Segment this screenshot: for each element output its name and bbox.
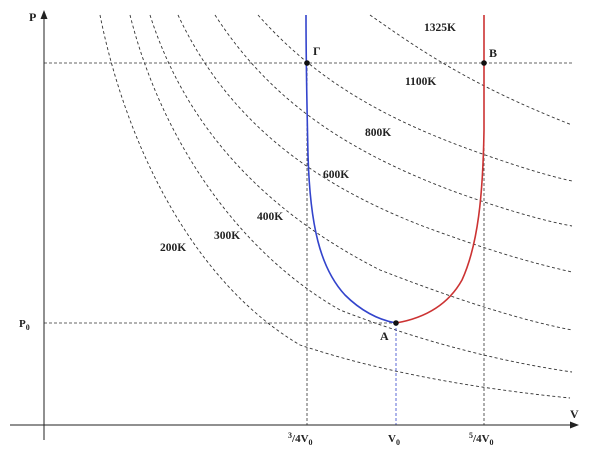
process-curve-blue (305, 14, 397, 324)
tick-label-v0: V0 (388, 433, 400, 447)
isotherm-curves (99, 14, 573, 399)
isotherm-label-1100k: 1100K (405, 76, 436, 88)
y-axis-arrow (40, 10, 48, 19)
tick-label-p0: P0 (19, 318, 30, 332)
isotherm-300k-curve (129, 14, 573, 373)
point-a-dot (393, 320, 399, 326)
isotherm-label-600k: 600K (323, 169, 349, 181)
isotherm-label-300k: 300K (214, 230, 240, 242)
x-axis-label: V (570, 407, 579, 421)
isotherm-label-400k: 400K (257, 211, 283, 223)
axes (10, 10, 579, 440)
isotherm-1325k-curve (369, 14, 573, 126)
isotherm-label-1325k: 1325K (424, 22, 456, 34)
isotherm-800k-curve (214, 14, 573, 227)
isotherm-400k-curve (149, 14, 573, 331)
point-b-label: B (489, 46, 497, 60)
point-a-label: A (380, 329, 389, 343)
isotherm-600k-curve (177, 14, 573, 273)
point-g-label: Γ (313, 44, 321, 58)
tick-label-three-quarter-v0: 3/4V0 (288, 431, 313, 447)
isotherm-label-200k: 200K (160, 242, 186, 254)
point-b-dot (481, 60, 487, 66)
isotherm-labels: 200K 300K 400K 600K 800K 1100K 1325K (160, 22, 456, 254)
isotherm-1100k-curve (257, 14, 573, 182)
y-axis-label: P (29, 10, 36, 24)
isotherm-label-800k: 800K (365, 127, 391, 139)
point-g-dot (304, 60, 310, 66)
process-curve-red (395, 15, 485, 324)
tick-label-five-quarter-v0: 5/4V0 (469, 431, 494, 447)
x-axis-arrow (570, 421, 579, 429)
isotherm-200k-curve (99, 14, 571, 399)
